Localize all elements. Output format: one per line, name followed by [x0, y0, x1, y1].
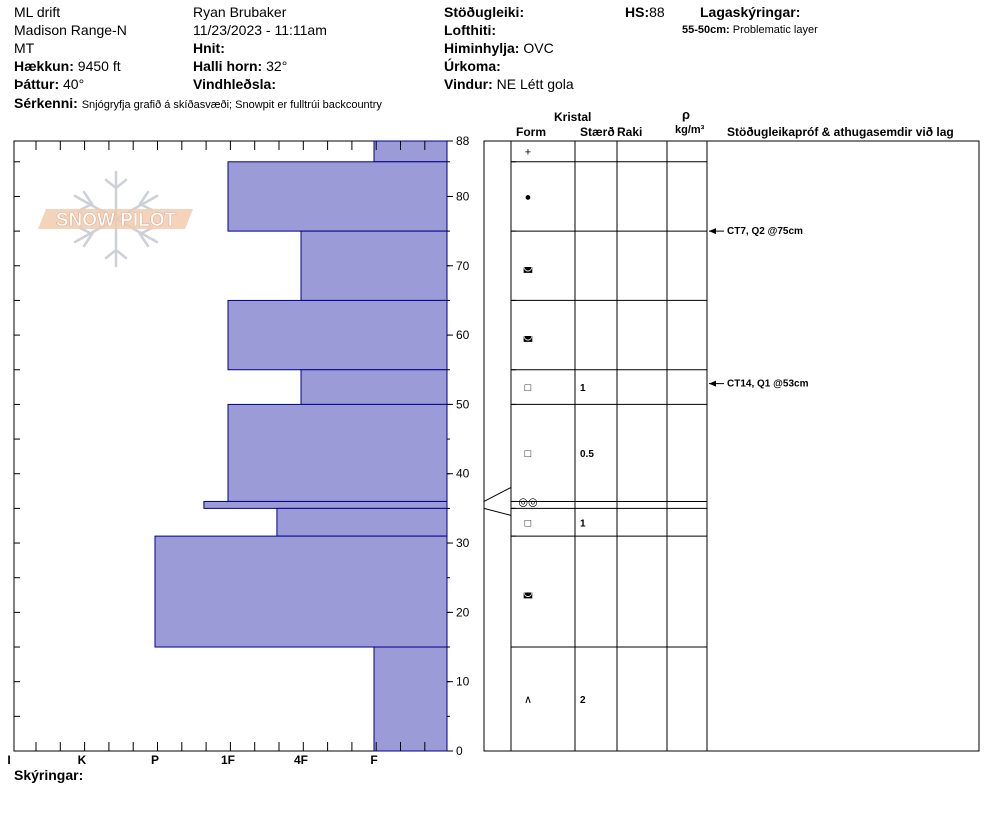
y-tick-label: 10	[456, 675, 470, 689]
features-row: Sérkenni: Snjógryfja grafið á skíðasvæði…	[14, 95, 382, 112]
aspect-row: Þáttur: 40°	[14, 76, 84, 92]
grain-form-symbol: ●	[525, 191, 532, 203]
hardness-bar	[276, 507, 448, 537]
hardness-scale-label: K	[78, 753, 87, 767]
hardness-bar	[203, 500, 448, 509]
layer-note-range: 55-50cm:	[682, 24, 730, 36]
location-line2: Madison Range-N	[14, 22, 127, 38]
wind-label: Vindur:	[444, 76, 493, 92]
hardness-scale-label: 1F	[221, 753, 235, 767]
layer-table-frame	[483, 140, 980, 752]
elevation-row: Hækkun: 9450 ft	[14, 58, 121, 74]
coords-label: Hnit:	[193, 40, 225, 56]
hardness-bar	[300, 230, 448, 301]
grain-form-symbol: ∧	[524, 694, 532, 706]
observer-name: Ryan Brubaker	[193, 4, 287, 20]
hardness-scale-label: 4F	[294, 753, 308, 767]
grain-form-symbol: □	[525, 448, 532, 460]
grain-form-symbol: □	[525, 517, 532, 529]
sky-row: Himinhylja: OVC	[444, 40, 554, 56]
logo-text: SNOW PILOT	[56, 210, 177, 231]
hardness-bar	[373, 646, 448, 752]
wind-loading-label: Vindhleðsla:	[193, 76, 276, 92]
density-unit-header: kg/m³	[675, 124, 705, 136]
test-arrow-head	[709, 228, 716, 235]
hardness-bar	[300, 369, 448, 405]
hardness-bar	[373, 140, 448, 163]
slope-row: Halli horn: 32°	[193, 58, 287, 74]
hs-row: HS:88	[625, 4, 665, 20]
hardness-scale-label: P	[151, 753, 159, 767]
features-value: Snjógryfja grafið á skíðasvæði; Snowpit …	[81, 99, 382, 111]
rho-header: ρ	[682, 107, 691, 122]
stability-label: Stöðugleiki:	[444, 4, 525, 20]
y-tick-label: 40	[456, 467, 470, 481]
hs-label: HS:	[625, 4, 650, 20]
grain-size-value: 2	[580, 695, 586, 706]
form-header: Form	[516, 125, 546, 139]
hardness-bar	[227, 299, 448, 371]
grain-form-symbol: +	[525, 146, 531, 158]
grain-form-symbol: ◛	[523, 261, 534, 273]
y-tick-label: 70	[456, 259, 470, 273]
grain-form-symbol: ◛	[523, 587, 534, 599]
hs-value: 88	[649, 4, 665, 20]
elevation-value: 9450 ft	[77, 58, 121, 74]
legend-label: Skýringar:	[14, 767, 84, 783]
thin-layer-connector	[483, 507, 512, 516]
hardness-bar	[154, 535, 448, 648]
hardness-scale-label: I	[7, 753, 10, 767]
aspect-label: Þáttur:	[14, 76, 60, 92]
y-tick-label: 60	[456, 328, 470, 342]
grain-form-symbol: ◛	[523, 330, 534, 342]
sky-label: Himinhylja:	[444, 40, 520, 56]
aspect-value: 40°	[63, 76, 85, 92]
grain-form-symbol: ◎◎	[518, 496, 537, 508]
y-tick-label: 0	[456, 744, 463, 758]
hardness-bar	[227, 403, 448, 502]
slope-label: Halli horn:	[193, 58, 263, 74]
test-arrow-head	[709, 380, 716, 387]
location-line3: MT	[14, 40, 35, 56]
wind-value: NE Létt gola	[496, 76, 574, 92]
grain-size-value: 1	[580, 518, 586, 529]
grain-form-symbol: □	[525, 382, 532, 394]
elevation-label: Hækkun:	[14, 58, 74, 74]
slope-value: 32°	[266, 58, 288, 74]
sky-value: OVC	[523, 40, 554, 56]
hardness-bar	[227, 161, 448, 232]
y-tick-label: 30	[456, 536, 470, 550]
layer-note-text: Problematic layer	[732, 24, 818, 36]
tests-header: Stöðugleikapróf & athugasemdir við lag	[727, 125, 954, 139]
y-tick-label: 88	[456, 134, 470, 148]
grain-size-value: 0.5	[580, 449, 594, 460]
moisture-header: Raki	[617, 125, 643, 139]
y-tick-label: 20	[456, 605, 470, 619]
size-header: Stærð	[580, 125, 615, 139]
wind-row: Vindur: NE Létt gola	[444, 76, 574, 92]
observation-datetime: 11/23/2023 - 11:11am	[193, 22, 327, 38]
crystal-header: Kristal	[554, 110, 592, 124]
layer-note: 55-50cm: Problematic layer	[682, 24, 818, 37]
features-label: Sérkenni:	[14, 95, 78, 111]
location-line1: ML drift	[14, 4, 61, 20]
grain-size-value: 1	[580, 383, 586, 394]
stability-test-label: CT7, Q2 @75cm	[727, 226, 803, 237]
thin-layer-connector	[483, 487, 512, 502]
snowpilot-logo: SNOW PILOT	[38, 170, 193, 268]
air-temp-label: Lofthiti:	[444, 22, 497, 38]
y-tick-label: 80	[456, 189, 470, 203]
layers-title: Lagaskýringar:	[700, 4, 801, 20]
stability-test-label: CT14, Q1 @53cm	[727, 379, 809, 390]
y-tick-label: 50	[456, 397, 470, 411]
hardness-scale-label: F	[370, 753, 377, 767]
precip-label: Úrkoma:	[444, 58, 501, 74]
